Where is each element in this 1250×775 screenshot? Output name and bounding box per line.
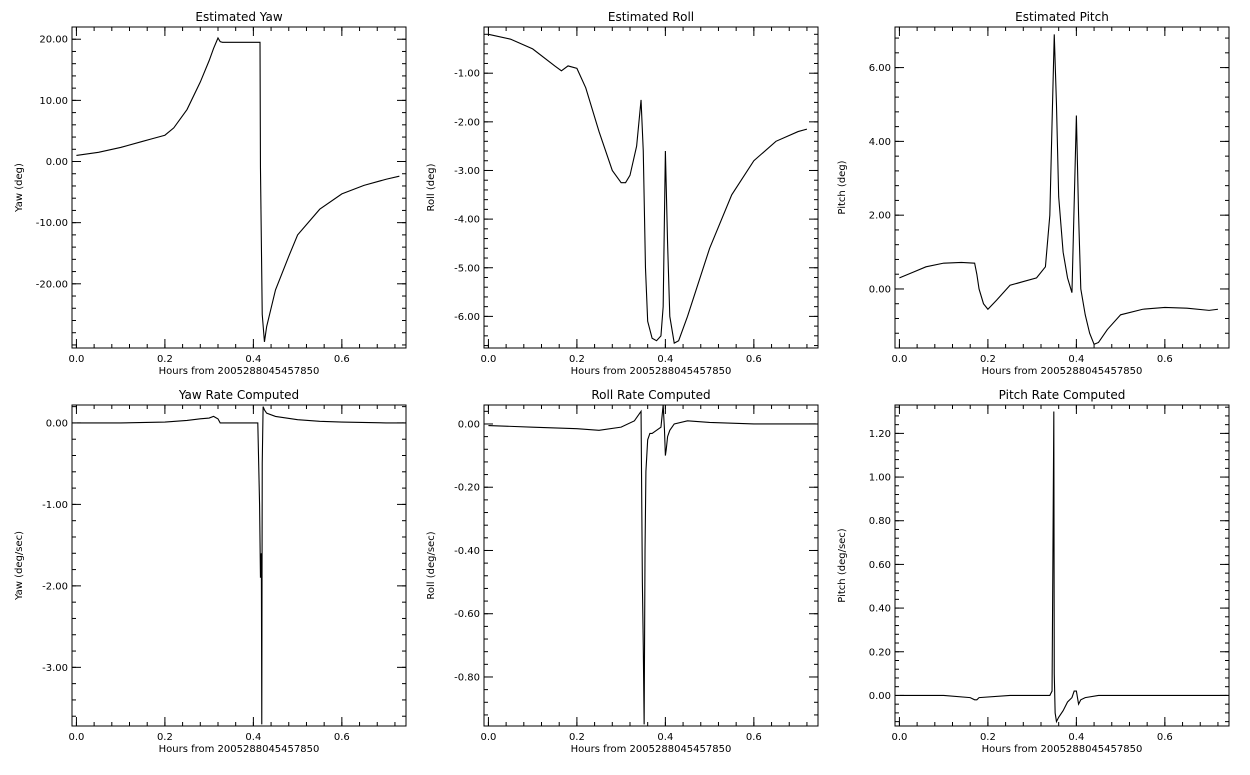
y-tick-label: -1.00: [454, 69, 480, 80]
y-axis-label: Pitch (deg): [837, 160, 848, 214]
x-axis-label: Hours from 2005288045457850: [159, 366, 320, 377]
x-tick-label: 0.2: [569, 354, 585, 365]
y-axis-label: Pitch (deg/sec): [837, 528, 848, 603]
y-tick-label: 0.00: [46, 157, 68, 168]
y-axis-label: Roll (deg/sec): [426, 531, 437, 599]
x-axis-label: Hours from 2005288045457850: [159, 744, 320, 755]
y-tick-label: 1.20: [869, 429, 891, 440]
y-tick-label: -0.40: [454, 546, 480, 557]
x-tick-label: 0.6: [1157, 732, 1173, 743]
x-axis-label: Hours from 2005288045457850: [571, 744, 732, 755]
y-tick-label: -10.00: [36, 218, 68, 229]
chart-title: Estimated Yaw: [195, 10, 282, 24]
plot-frame: [483, 26, 819, 349]
x-tick-label: 0.4: [657, 354, 673, 365]
chart-title: Estimated Roll: [608, 10, 694, 24]
y-tick-label: -3.00: [42, 663, 68, 674]
x-tick-label: 0.0: [68, 732, 84, 743]
y-tick-label: -20.00: [36, 279, 68, 290]
plot-frame: [894, 404, 1230, 727]
series-line-0: [899, 411, 1227, 724]
chart-title: Roll Rate Computed: [591, 388, 710, 402]
y-tick-label: -1.00: [42, 500, 68, 511]
series-line-0: [899, 34, 1219, 346]
y-tick-label: 0.80: [869, 516, 891, 527]
x-tick-label: 0.6: [746, 354, 762, 365]
x-tick-label: 0.2: [980, 732, 996, 743]
chart-title: Pitch Rate Computed: [999, 388, 1126, 402]
y-tick-label: -2.00: [42, 581, 68, 592]
x-axis-label: Hours from 2005288045457850: [571, 366, 732, 377]
x-axis-label: Hours from 2005288045457850: [982, 366, 1143, 377]
chart-panel-3: Yaw Rate Computed 0.0 0.2 0.4 0.6 -3.00 -2.00 -…: [14, 388, 407, 755]
chart-panel-2: Estimated Pitch 0.0 0.2 0.4 0.6 0.00 2.00 4.00 6…: [837, 10, 1230, 377]
y-axis-label: Yaw (deg): [14, 163, 25, 213]
x-tick-label: 0.4: [1068, 354, 1084, 365]
y-axis-label: Roll (deg): [426, 163, 437, 211]
y-tick-label: 1.00: [869, 473, 891, 484]
y-tick-label: 0.60: [869, 560, 891, 571]
chart-panel-1: Estimated Roll 0.0 0.2 0.4 0.6 -6.00 -5.00 -4.0…: [426, 10, 819, 377]
x-tick-label: 0.0: [891, 732, 907, 743]
x-tick-label: 0.0: [480, 732, 496, 743]
y-tick-label: 2.00: [869, 211, 891, 222]
y-tick-label: -2.00: [454, 117, 480, 128]
x-tick-label: 0.0: [891, 354, 907, 365]
y-tick-label: -4.00: [454, 215, 480, 226]
chart-title: Estimated Pitch: [1015, 10, 1109, 24]
x-tick-label: 0.6: [1157, 354, 1173, 365]
series-line-0: [488, 405, 816, 725]
y-tick-label: 0.00: [458, 419, 480, 430]
x-tick-label: 0.4: [245, 732, 261, 743]
plot-frame: [71, 26, 407, 349]
x-tick-label: 0.6: [334, 732, 350, 743]
chart-panel-0: Estimated Yaw 0.0 0.2 0.4 0.6 -20.00 -10.00 0.0…: [14, 10, 407, 377]
x-tick-label: 0.0: [68, 354, 84, 365]
x-tick-label: 0.4: [1068, 732, 1084, 743]
plot-frame: [894, 26, 1230, 349]
x-tick-label: 0.4: [245, 354, 261, 365]
x-tick-label: 0.2: [157, 354, 173, 365]
y-tick-label: -0.60: [454, 609, 480, 620]
x-tick-label: 0.6: [334, 354, 350, 365]
y-tick-label: 4.00: [869, 137, 891, 148]
y-tick-label: -0.80: [454, 672, 480, 683]
y-tick-label: 0.00: [869, 691, 891, 702]
series-line-0: [488, 33, 808, 344]
chart-panel-4: Roll Rate Computed 0.0 0.2 0.4 0.6 -0.80 -0.60…: [426, 388, 819, 755]
chart-panel-5: Pitch Rate Computed 0.0 0.2 0.4 0.6 0.00 0.20 0…: [837, 388, 1230, 755]
y-tick-label: -6.00: [454, 312, 480, 323]
y-tick-label: 0.00: [46, 418, 68, 429]
y-tick-label: 0.40: [869, 604, 891, 615]
x-tick-label: 0.2: [980, 354, 996, 365]
series-line-0: [76, 406, 404, 725]
plot-frame: [483, 404, 819, 727]
y-tick-label: 10.00: [39, 96, 68, 107]
y-tick-label: 0.00: [869, 284, 891, 295]
x-tick-label: 0.4: [657, 732, 673, 743]
y-axis-label: Yaw (deg/sec): [14, 531, 25, 601]
y-tick-label: 20.00: [39, 35, 68, 46]
x-tick-label: 0.2: [157, 732, 173, 743]
plot-frame: [71, 404, 407, 727]
y-tick-label: -0.20: [454, 483, 480, 494]
x-tick-label: 0.2: [569, 732, 585, 743]
x-tick-label: 0.0: [480, 354, 496, 365]
y-tick-label: 6.00: [869, 63, 891, 74]
y-tick-label: -5.00: [454, 263, 480, 274]
chart-title: Yaw Rate Computed: [178, 388, 299, 402]
x-axis-label: Hours from 2005288045457850: [982, 744, 1143, 755]
y-tick-label: -3.00: [454, 166, 480, 177]
series-line-0: [76, 36, 400, 342]
x-tick-label: 0.6: [746, 732, 762, 743]
y-tick-label: 0.20: [869, 647, 891, 658]
